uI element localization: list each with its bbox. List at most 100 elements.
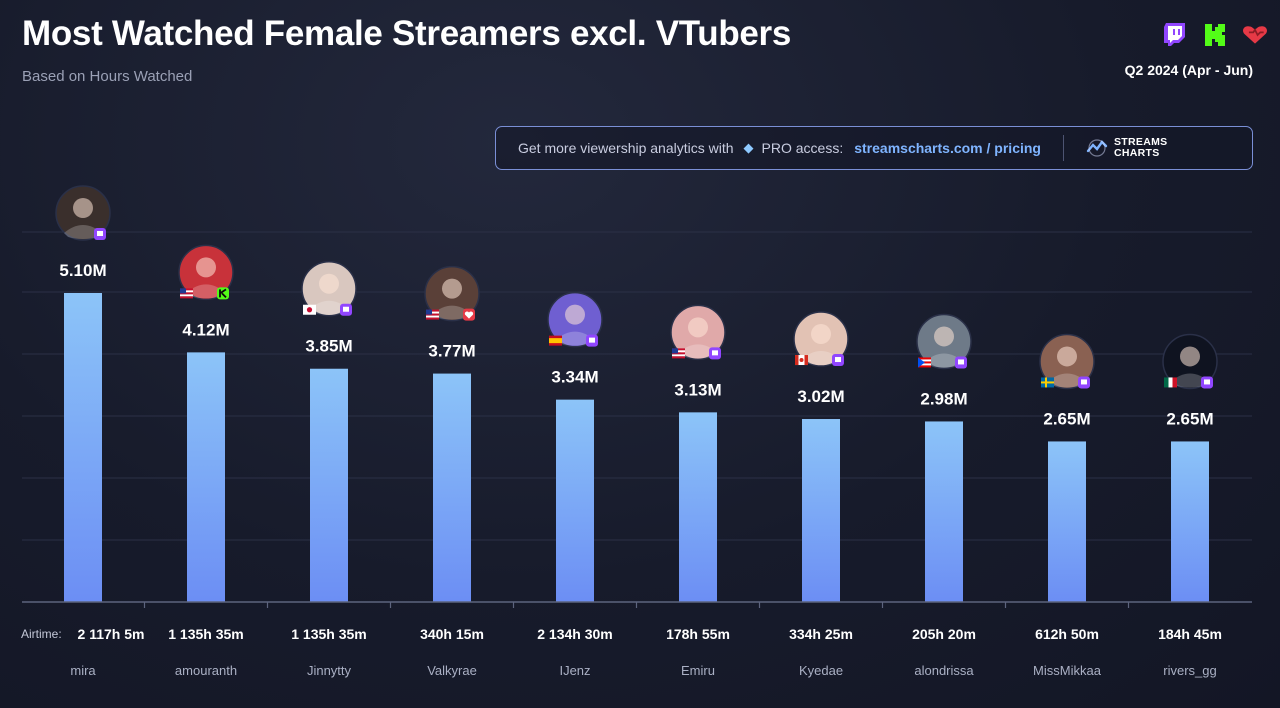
flag-canton [180,288,186,294]
avatar-face [811,324,831,345]
flag-band [549,338,562,344]
streamer-name[interactable]: IJenz [559,663,590,678]
airtime-axis-label: Airtime: [21,627,62,641]
airtime-label: 1 135h 35m [291,626,367,642]
streamer-name[interactable]: Emiru [681,663,715,678]
value-label: 3.02M [797,387,844,406]
flag-stripe [918,357,931,360]
diamond-icon: ◆ [743,140,754,155]
twitch-badge-icon [1078,376,1090,389]
youtube-badge-icon [463,308,475,321]
flag-stripe [426,315,439,318]
streamer-name[interactable]: Valkyrae [427,663,477,678]
avatar-face [1057,346,1077,367]
flag-canton [426,309,432,315]
streams-charts-logo[interactable]: STREAMS CHARTS [1086,137,1167,159]
flag-triangle [918,357,925,368]
streamer-name[interactable]: rivers_gg [1163,663,1216,678]
badge-glyph [1081,379,1087,385]
promo-banner[interactable]: Get more viewership analytics with ◆ PRO… [495,126,1253,170]
flag-es-icon [549,335,562,346]
bar-rivers_gg[interactable] [1171,441,1209,602]
flag-band [1172,377,1177,388]
streams-charts-icon [1086,139,1108,157]
avatar-shoulders [1048,373,1086,388]
flag-stripe [180,290,193,293]
airtime-label: 178h 55m [666,626,730,642]
streamer-name[interactable]: alondrissa [914,663,974,678]
flag-band [1164,377,1169,388]
flag-stripe [426,317,439,320]
avatar-face [688,317,708,338]
flag-stripe [672,356,685,359]
flag-mx-icon [1164,377,1177,388]
twitch-badge-icon [340,303,352,316]
avatar-mira[interactable] [55,185,111,241]
value-label: 5.10M [59,261,106,280]
value-label: 4.12M [182,320,229,339]
avatar-face [442,278,462,299]
bar-Kyedae[interactable] [802,419,840,602]
flag-us-icon [672,348,685,359]
avatar-Emiru[interactable] [670,304,726,361]
brand-line-2: CHARTS [1113,147,1160,159]
avatar-Kyedae[interactable] [793,311,849,367]
flag-stripe [180,294,193,297]
avatar-amouranth[interactable] [178,244,234,301]
avatar-alondrissa[interactable] [916,313,972,370]
flag-stripe [672,352,685,355]
avatar-shoulders [925,353,963,368]
flag-pr-icon [918,357,931,368]
flag-stripe [426,309,439,312]
avatar-Valkyrae[interactable] [424,265,480,322]
flag-stripe [426,311,439,314]
twitch-badge-icon [709,347,721,360]
streamer-name[interactable]: Jinnytty [307,663,352,678]
bar-alondrissa[interactable] [925,421,963,602]
pricing-link[interactable]: streamscharts.com / pricing [854,140,1041,156]
airtime-label: 340h 15m [420,626,484,642]
value-label: 3.13M [674,380,721,399]
badge-glyph [343,306,349,312]
badge-glyph [219,288,227,299]
kick-logo-icon [1202,22,1228,48]
badge-glyph [835,357,841,363]
bar-Emiru[interactable] [679,412,717,602]
flag-stripe [180,296,193,299]
twitch-badge-icon [586,334,598,347]
avatar-face [1180,346,1200,367]
bar-Jinnytty[interactable] [310,368,348,602]
streamer-name[interactable]: MissMikkaa [1033,663,1102,678]
avatar-IJenz[interactable] [547,291,603,348]
heart-logo-icon [1242,22,1268,48]
streamer-name[interactable]: amouranth [175,663,237,678]
flag-emblem [799,358,804,363]
bar-IJenz[interactable] [556,399,594,602]
flag-band [1168,377,1173,388]
avatar-shoulders [1171,373,1209,388]
streamer-name[interactable]: mira [70,663,96,678]
bar-Valkyrae[interactable] [433,373,471,602]
avatar-face [196,257,216,278]
badge-glyph [1204,379,1210,385]
twitch-badge-icon [1201,376,1213,389]
avatar-MissMikkaa[interactable] [1039,333,1095,390]
twitch-badge-icon [955,356,967,369]
page-title: Most Watched Female Streamers excl. VTub… [22,14,792,53]
promo-pro-text: PRO access: [761,140,844,156]
promo-text: Get more viewership analytics with [518,140,734,156]
bar-MissMikkaa[interactable] [1048,441,1086,602]
flag-cross-h [1041,381,1054,384]
streamer-name[interactable]: Kyedae [799,663,843,678]
avatar-Jinnytty[interactable] [301,260,357,317]
avatar-shoulders [433,305,471,320]
bar-amouranth[interactable] [187,352,225,602]
avatar-rivers_gg[interactable] [1162,333,1218,390]
avatar-shoulders [64,225,102,239]
bar-mira[interactable] [64,293,102,602]
page-subtitle: Based on Hours Watched [22,68,193,85]
flag-kr-icon [303,304,316,315]
value-label: 3.34M [551,368,598,387]
avatar-face [319,273,339,294]
flag-canton [672,348,678,354]
